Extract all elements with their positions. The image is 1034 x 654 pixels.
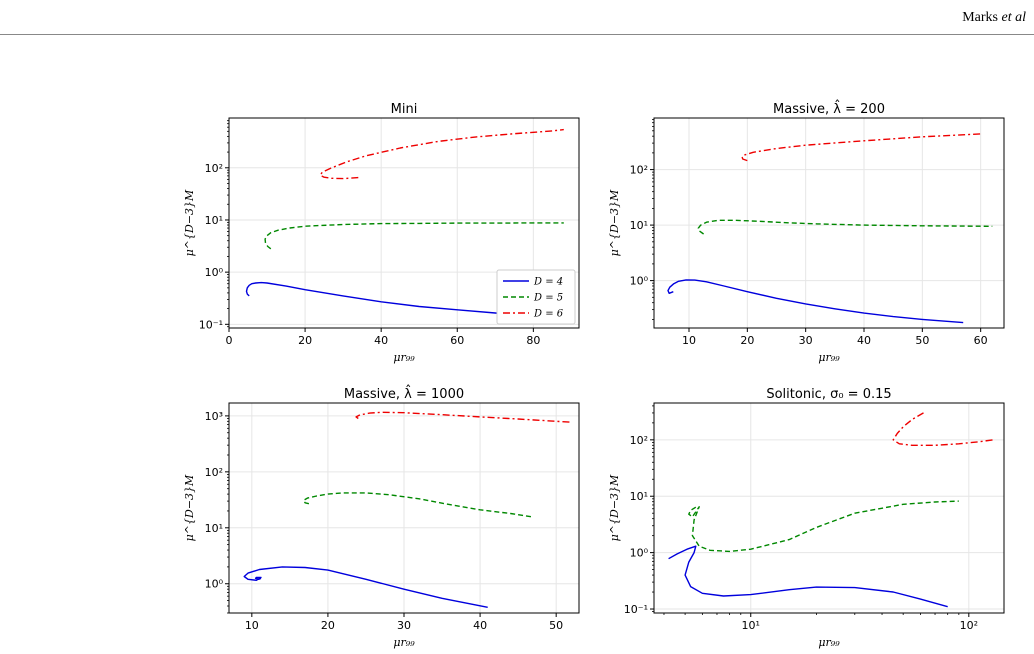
legend-box	[496, 269, 576, 325]
tick-label-x: 10	[682, 334, 696, 347]
series-line-D6	[319, 128, 564, 180]
legend-label: D = 5	[533, 293, 563, 304]
series-line-D5	[688, 500, 959, 553]
series-line-D6	[741, 133, 981, 162]
tick-label-x: 10²	[960, 619, 978, 632]
tick-label-x: 40	[374, 334, 388, 347]
tick-label-x: 40	[857, 334, 871, 347]
x-axis-label: μr₉₉	[818, 636, 840, 649]
series-line-D4	[667, 279, 964, 324]
series-line-D4	[668, 545, 948, 608]
chart-title: Solitonic, σ₀ = 0.15	[766, 387, 891, 402]
x-axis-label: μr₉₉	[393, 351, 415, 364]
chart-title: Mini	[391, 102, 418, 117]
tick-label-y: 10²	[630, 164, 648, 177]
series-line-D4	[243, 566, 488, 608]
legend-label: D = 6	[533, 309, 564, 320]
tick-label-x: 50	[915, 334, 929, 347]
chart-panel-1: 0 20 40 60 80 10⁻¹ 10⁰ 10¹ 10² Mini μr₉₉ μ^{D−3}M D …	[183, 102, 580, 364]
tick-label-x: 50	[549, 619, 563, 632]
tick-label-y: 10⁰	[205, 266, 224, 279]
tick-label-y: 10⁰	[630, 547, 649, 560]
tick-label-x: 30	[397, 619, 411, 632]
chart-title: Massive, λ̂ = 1000	[344, 385, 464, 402]
legend: D = 4 D = 5 D = 6	[496, 269, 576, 325]
chart-panel-2: 10 20 30 40 50 60 10⁰ 10¹ 10² Massive, λ̂ = 200 μr…	[608, 100, 1005, 364]
tick-label-x: 20	[740, 334, 754, 347]
y-axis-label: μ^{D−3}M	[183, 474, 196, 541]
series-line-D4	[245, 281, 564, 320]
tick-label-y: 10¹	[205, 522, 223, 535]
tick-label-x: 20	[298, 334, 312, 347]
tick-label-y: 10²	[630, 434, 648, 447]
tick-label-x: 20	[321, 619, 335, 632]
legend-label: D = 4	[533, 277, 563, 288]
tick-label-x: 0	[226, 334, 233, 347]
tick-label-y: 10¹	[630, 219, 648, 232]
plot-frame	[653, 402, 1005, 614]
tick-label-y: 10⁰	[205, 578, 224, 591]
tick-label-y: 10¹	[630, 490, 648, 503]
tick-label-x: 10	[245, 619, 259, 632]
tick-label-y: 10⁻¹	[624, 603, 648, 616]
series-line-D5	[697, 219, 993, 235]
plot-frame	[653, 117, 1005, 329]
tick-label-y: 10¹	[205, 214, 223, 227]
tick-label-x: 10¹	[742, 619, 760, 632]
y-axis-label: μ^{D−3}M	[183, 189, 196, 256]
tick-label-y: 10²	[205, 162, 223, 175]
header-etal: et al	[1001, 10, 1027, 25]
series-line-D5	[264, 222, 564, 250]
y-axis-label: μ^{D−3}M	[608, 189, 621, 256]
chart-title: Massive, λ̂ = 200	[773, 100, 885, 117]
series-line-D5	[302, 492, 534, 518]
tick-label-y: 10³	[205, 410, 223, 423]
series-line-D6	[892, 412, 994, 446]
tick-label-x: 30	[799, 334, 813, 347]
tick-label-y: 10⁰	[630, 275, 649, 288]
y-axis-label: μ^{D−3}M	[608, 474, 621, 541]
chart-panel-4: 10¹ 10² 10⁻¹ 10⁰ 10¹ 10² Solitonic, σ₀ = 0.15 μ…	[608, 387, 1005, 649]
page-header: Marks et al	[962, 10, 1026, 26]
series-line-D6	[355, 411, 572, 423]
x-axis-label: μr₉₉	[393, 636, 415, 649]
chart-panel-3: 10 20 30 40 50 10⁰ 10¹ 10² 10³ Massive, λ̂ = 1000…	[183, 385, 580, 649]
tick-label-x: 40	[473, 619, 487, 632]
header-rule	[0, 34, 1034, 35]
tick-label-y: 10⁻¹	[199, 318, 223, 331]
x-axis-label: μr₉₉	[818, 351, 840, 364]
tick-label-x: 60	[974, 334, 988, 347]
tick-label-x: 60	[450, 334, 464, 347]
tick-label-x: 80	[526, 334, 540, 347]
header-author: Marks	[962, 10, 998, 25]
plot-frame	[228, 117, 580, 329]
tick-label-y: 10²	[205, 466, 223, 479]
